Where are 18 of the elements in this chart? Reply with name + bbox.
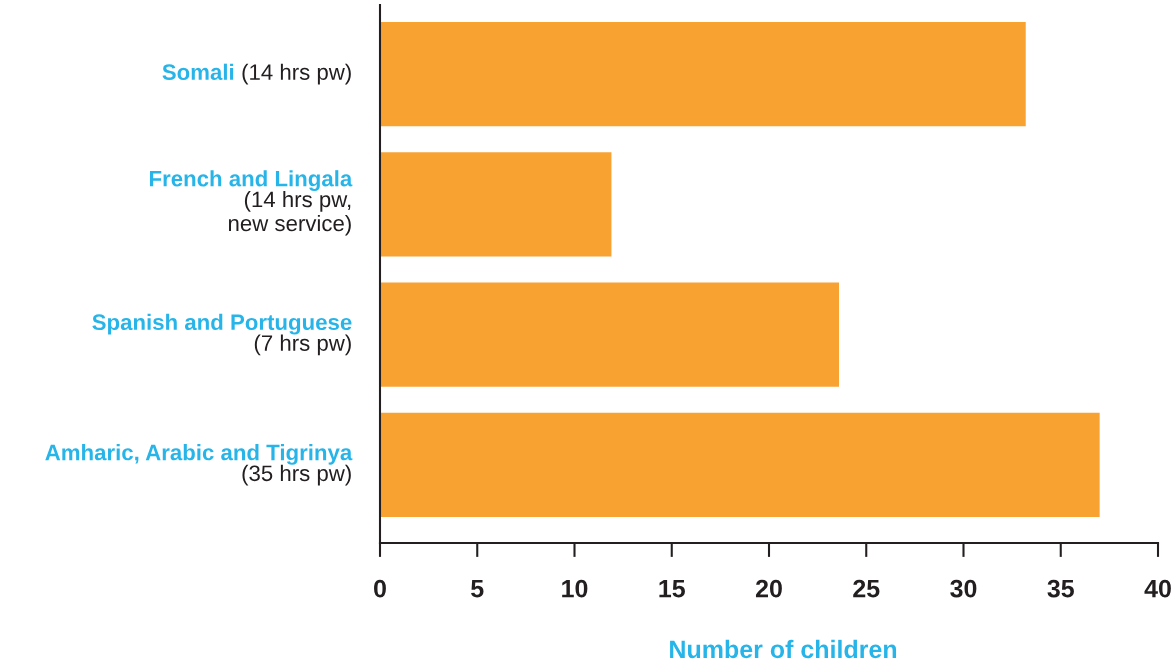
- x-tick-label: 40: [1144, 579, 1171, 598]
- bar: [380, 152, 612, 257]
- y-tick-label: Amharic, Arabic and Tigrinya (35 hrs pw): [45, 444, 353, 486]
- x-tick-label: 10: [562, 579, 588, 598]
- bar: [380, 282, 840, 387]
- x-tick-label: 25: [853, 579, 880, 598]
- y-tick-label: French and Lingala (14 hrs pw, new service): [149, 170, 353, 236]
- x-tick-label: 5: [471, 580, 484, 598]
- x-tick-label: 30: [950, 579, 977, 598]
- x-axis-title: Number of children: [670, 639, 897, 659]
- x-tick-label: 0: [374, 579, 386, 598]
- bar: [380, 21, 1026, 127]
- bar: [380, 412, 1100, 517]
- y-tick-label: Somali (14 hrs pw): [162, 63, 351, 85]
- x-tick-label: 15: [659, 580, 685, 598]
- x-tick-label: 20: [755, 579, 782, 598]
- x-tick-label: 35: [1047, 579, 1074, 598]
- y-tick-label: Spanish and Portuguese (7 hrs pw): [92, 313, 352, 356]
